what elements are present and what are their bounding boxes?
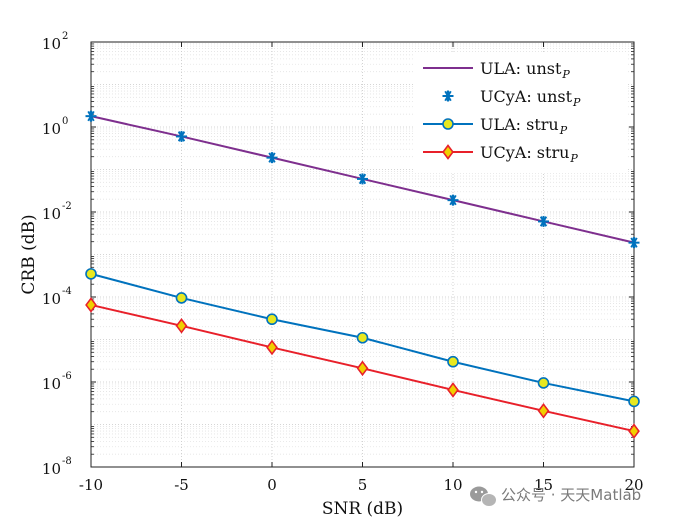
y-tick-exponent: -4 (62, 286, 72, 297)
wechat-icon (470, 486, 497, 507)
y-tick-base: 10 (42, 120, 61, 138)
y-tick-base: 10 (42, 375, 61, 393)
y-tick-label: 10 0 (42, 116, 68, 138)
data-point (538, 215, 549, 227)
y-axis-label: CRB (dB) (19, 214, 39, 294)
data-point (266, 313, 278, 326)
data-point (628, 395, 640, 408)
legend-item: ULA: unst P (423, 59, 570, 81)
data-point (356, 331, 369, 344)
legend-subscript: P (572, 96, 581, 109)
y-tick-exponent: -8 (62, 456, 72, 467)
legend-item: UCyA: unst P (442, 87, 581, 109)
legend-marker (442, 118, 454, 130)
data-point (356, 360, 369, 377)
y-tick-exponent: -2 (62, 201, 72, 212)
data-point (266, 152, 278, 164)
data-point (357, 173, 368, 185)
data-point (447, 194, 459, 206)
data-point (266, 339, 278, 356)
data-point (175, 317, 188, 334)
y-tick-label: 10 -2 (42, 201, 72, 223)
y-tick-base: 10 (42, 460, 61, 478)
y-tick-label: 10 -4 (42, 286, 72, 308)
data-point (85, 297, 97, 313)
x-tick-label: 20 (624, 476, 643, 494)
x-axis-label: SNR (dB) (322, 499, 403, 519)
x-tick-label: 10 (443, 476, 462, 494)
data-point (447, 355, 459, 368)
x-tick-label: -5 (174, 476, 189, 494)
data-point (447, 382, 459, 398)
x-tick-label: -10 (79, 476, 103, 494)
legend-marker (442, 144, 454, 160)
y-tick-exponent: 0 (62, 116, 68, 127)
legend-item: ULA: stru P (423, 115, 568, 137)
y-tick-base: 10 (42, 35, 61, 53)
data-point (175, 292, 188, 304)
x-tick-label: 15 (534, 476, 553, 494)
legend-item: UCyA: stru P (423, 143, 578, 165)
legend-subscript: P (561, 68, 570, 81)
y-tick-label: 10 -6 (42, 371, 72, 393)
series-1 (85, 110, 640, 249)
legend-label: ULA: stru (480, 115, 559, 134)
legend-label: ULA: unst (480, 59, 562, 78)
data-point (537, 402, 550, 419)
data-point (85, 268, 97, 280)
data-point (176, 130, 187, 142)
y-tick-exponent: -6 (62, 371, 72, 382)
y-tick-label: 10 2 (42, 31, 68, 53)
watermark-text: 公众号 · 天天Matlab (501, 486, 641, 504)
y-tick-base: 10 (42, 290, 61, 308)
legend-subscript: P (559, 124, 568, 137)
x-tick-label: 0 (267, 476, 277, 494)
y-tick-exponent: 2 (62, 31, 68, 42)
data-point (537, 377, 550, 389)
watermark: 公众号 · 天天Matlab (470, 486, 641, 507)
x-tick-label: 5 (358, 476, 368, 494)
series-2 (85, 268, 640, 408)
data-point (628, 237, 640, 249)
legend-label: UCyA: stru (480, 143, 569, 162)
legend-marker (442, 90, 454, 102)
series-layer (85, 110, 640, 439)
legend-label: UCyA: unst (480, 87, 573, 106)
legend-subscript: P (569, 152, 578, 165)
y-tick-base: 10 (42, 205, 61, 223)
y-tick-label: 10 -8 (42, 456, 72, 478)
series-3 (85, 297, 640, 439)
data-point (628, 423, 640, 439)
data-point (85, 110, 97, 122)
